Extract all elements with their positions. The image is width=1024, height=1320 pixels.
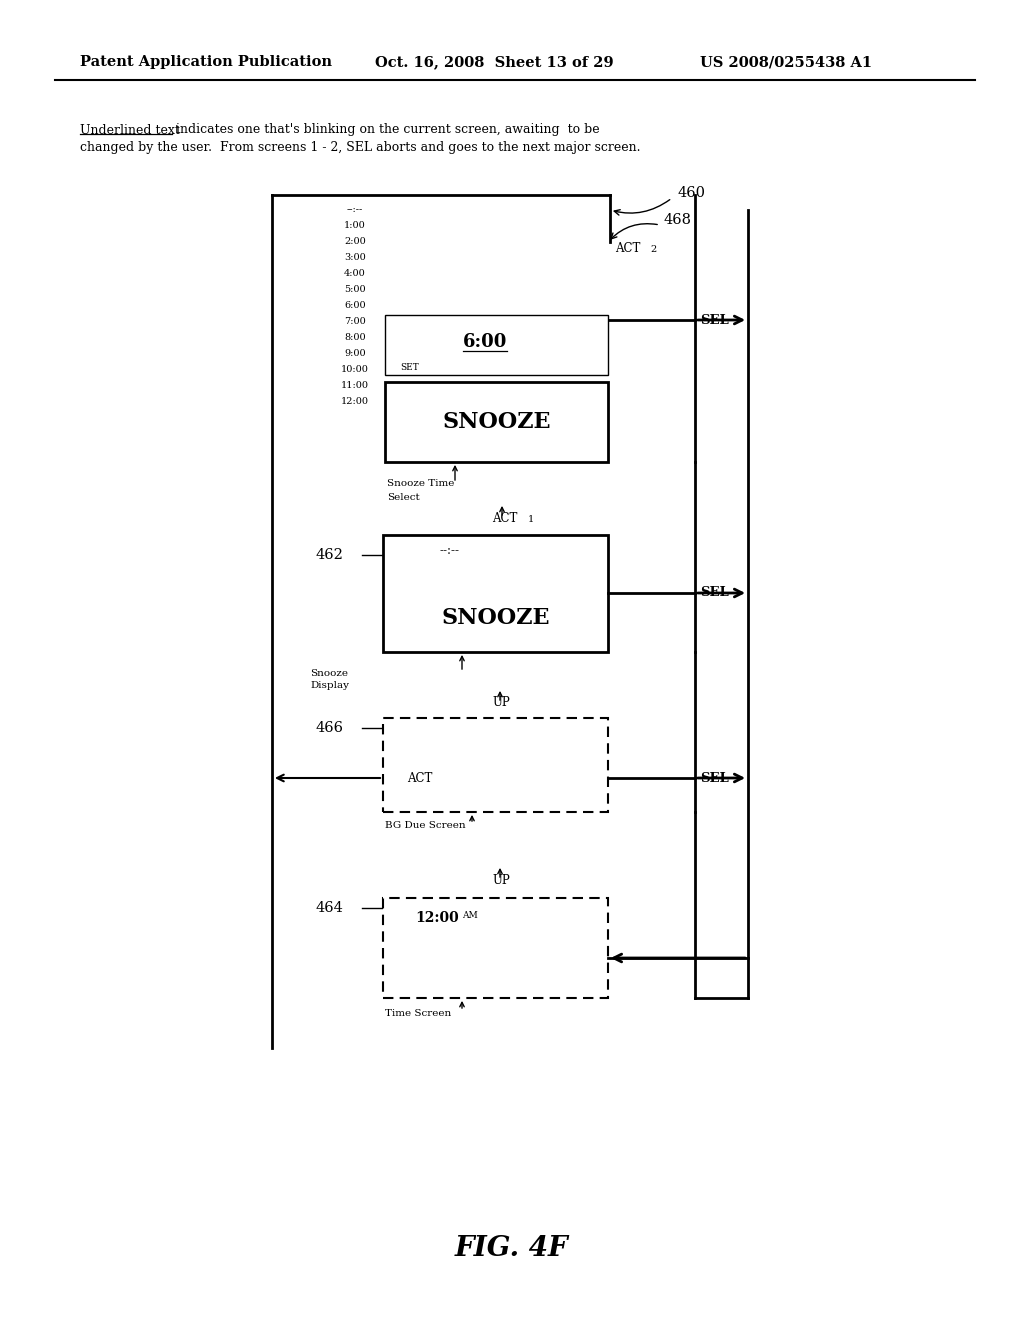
Text: indicates one that's blinking on the current screen, awaiting  to be: indicates one that's blinking on the cur… bbox=[172, 124, 600, 136]
Text: ACT: ACT bbox=[492, 511, 517, 524]
Text: 12:00: 12:00 bbox=[341, 397, 369, 407]
Text: 460: 460 bbox=[678, 186, 706, 201]
Text: 466: 466 bbox=[315, 721, 343, 735]
Text: UP: UP bbox=[492, 697, 510, 710]
Bar bbox=[383, 718, 608, 812]
Text: Time Screen: Time Screen bbox=[385, 1008, 452, 1018]
Text: 8:00: 8:00 bbox=[344, 334, 366, 342]
Text: 11:00: 11:00 bbox=[341, 381, 369, 391]
Text: 9:00: 9:00 bbox=[344, 350, 366, 359]
Text: SET: SET bbox=[400, 363, 419, 371]
Text: 464: 464 bbox=[315, 902, 343, 915]
Text: 12:00: 12:00 bbox=[415, 911, 459, 925]
Bar bbox=[383, 898, 608, 998]
Text: US 2008/0255438 A1: US 2008/0255438 A1 bbox=[700, 55, 872, 69]
Text: UP: UP bbox=[492, 874, 510, 887]
Text: --:--: --:-- bbox=[347, 206, 364, 214]
Text: Snooze Time: Snooze Time bbox=[387, 479, 455, 488]
Text: 4:00: 4:00 bbox=[344, 269, 366, 279]
Text: Snooze: Snooze bbox=[310, 668, 348, 677]
Text: Display: Display bbox=[310, 681, 349, 690]
Text: SEL: SEL bbox=[700, 314, 729, 326]
Text: 1:00: 1:00 bbox=[344, 222, 366, 231]
Text: 2:00: 2:00 bbox=[344, 238, 366, 247]
Text: SNOOZE: SNOOZE bbox=[441, 607, 550, 630]
Text: --:--: --:-- bbox=[440, 544, 460, 557]
Text: 468: 468 bbox=[664, 213, 692, 227]
Text: AM: AM bbox=[462, 911, 478, 920]
Bar bbox=[383, 535, 608, 652]
Text: 2: 2 bbox=[650, 246, 656, 255]
Text: Oct. 16, 2008  Sheet 13 of 29: Oct. 16, 2008 Sheet 13 of 29 bbox=[375, 55, 613, 69]
Text: FIG. 4F: FIG. 4F bbox=[455, 1234, 569, 1262]
Text: Select: Select bbox=[387, 494, 420, 503]
Text: ACT: ACT bbox=[407, 771, 432, 784]
Bar bbox=[385, 381, 608, 462]
Text: 462: 462 bbox=[315, 548, 343, 562]
Text: 3:00: 3:00 bbox=[344, 253, 366, 263]
Text: 6:00: 6:00 bbox=[344, 301, 366, 310]
Text: 7:00: 7:00 bbox=[344, 318, 366, 326]
Text: Underlined text: Underlined text bbox=[80, 124, 180, 136]
Text: 1: 1 bbox=[528, 516, 535, 524]
Text: Patent Application Publication: Patent Application Publication bbox=[80, 55, 332, 69]
Text: SEL: SEL bbox=[700, 771, 729, 784]
Text: SNOOZE: SNOOZE bbox=[442, 411, 551, 433]
Text: 5:00: 5:00 bbox=[344, 285, 366, 294]
Text: changed by the user.  From screens 1 - 2, SEL aborts and goes to the next major : changed by the user. From screens 1 - 2,… bbox=[80, 140, 640, 153]
Text: BG Due Screen: BG Due Screen bbox=[385, 821, 466, 830]
Text: 6:00: 6:00 bbox=[463, 333, 508, 351]
Text: 10:00: 10:00 bbox=[341, 366, 369, 375]
Bar bbox=[385, 315, 608, 375]
Text: ACT: ACT bbox=[615, 242, 640, 255]
Text: SEL: SEL bbox=[700, 586, 729, 599]
